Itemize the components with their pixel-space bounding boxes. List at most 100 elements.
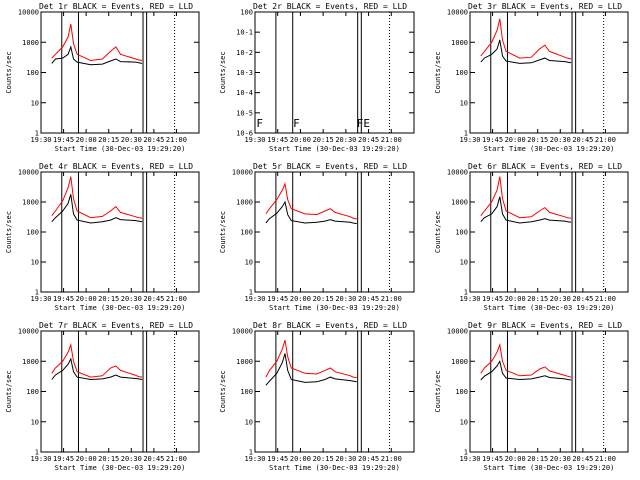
series-lld <box>480 18 572 60</box>
x-tick-label: 21:00 <box>595 136 616 144</box>
y-tick-label: 10000 <box>232 169 253 177</box>
panel-2: Det 2r BLACK = Events, RED = LLD 19:30 19:… <box>219 2 415 153</box>
x-tick-label: 20:45 <box>572 295 593 303</box>
x-tick-label: 20:15 <box>527 295 548 303</box>
x-tick-label: 19:45 <box>267 136 288 144</box>
plot-frame <box>469 330 629 453</box>
x-tick-label: 20:00 <box>505 455 526 463</box>
y-tick-label: 10 <box>245 418 253 426</box>
panel-title: Det 9r BLACK = Events, RED = LLD <box>468 321 622 330</box>
x-axis-label: Start Time (30-Dec-03 19:29:20) <box>484 304 615 312</box>
y-tick-label: 1000 <box>451 199 468 207</box>
y-tick-label: 10 <box>31 99 39 107</box>
x-axis-label: Start Time (30-Dec-03 19:29:20) <box>55 304 186 312</box>
series-events <box>265 200 357 225</box>
y-tick-label: 10000 <box>18 169 39 177</box>
y-tick-label: 10-3 <box>236 69 253 77</box>
y-tick-label: 100 <box>240 9 253 17</box>
series-events <box>480 359 572 381</box>
panel-title: Det 7r BLACK = Events, RED = LLD <box>39 321 193 330</box>
panel-9: Det 9r BLACK = Events, RED = LLD 19:30 19:… <box>434 321 629 472</box>
series-events <box>480 39 572 64</box>
y-tick-label: 10-1 <box>236 29 253 37</box>
x-tick-label: 20:45 <box>143 455 164 463</box>
y-axis-label: Counts/sec <box>5 211 13 253</box>
y-tick-label: 10 <box>31 259 39 267</box>
x-tick-label: 19:45 <box>267 295 288 303</box>
series-lld <box>51 342 143 378</box>
y-tick-label: 10000 <box>447 9 468 17</box>
x-tick-label: 21:00 <box>595 295 616 303</box>
y-tick-label: 100 <box>26 388 39 396</box>
x-tick-label: 19:30 <box>30 295 51 303</box>
plot-frame <box>254 11 415 134</box>
y-tick-label: 100 <box>26 229 39 237</box>
panel-8: Det 8r BLACK = Events, RED = LLD 19:30 19:… <box>219 321 415 472</box>
x-tick-label: 19:45 <box>482 295 503 303</box>
y-axis-label: Counts/sec <box>219 370 227 412</box>
panel-4: Det 4r BLACK = Events, RED = LLD 19:30 19:… <box>5 162 200 312</box>
panel-6: Det 6r BLACK = Events, RED = LLD 19:30 19:… <box>434 162 629 312</box>
flag-marker: FE <box>357 117 370 130</box>
x-tick-label: 19:45 <box>482 136 503 144</box>
x-axis-label: Start Time (30-Dec-03 19:29:20) <box>55 464 186 472</box>
x-tick-label: 21:00 <box>595 455 616 463</box>
y-tick-label: 1000 <box>22 358 39 366</box>
panel-title: Det 8r BLACK = Events, RED = LLD <box>253 321 407 330</box>
y-axis-label: Counts/sec <box>219 51 227 93</box>
x-tick-label: 19:45 <box>53 295 74 303</box>
panel-title: Det 3r BLACK = Events, RED = LLD <box>468 2 622 11</box>
series-events <box>265 353 357 386</box>
x-tick-label: 20:45 <box>358 455 379 463</box>
x-tick-label: 20:45 <box>572 136 593 144</box>
plot-frame <box>40 171 200 293</box>
y-tick-label: 100 <box>240 388 253 396</box>
y-tick-label: 1000 <box>236 199 253 207</box>
x-tick-label: 21:00 <box>381 136 402 144</box>
y-tick-label: 10 <box>31 418 39 426</box>
y-tick-label: 10000 <box>18 9 39 17</box>
y-tick-label: 10000 <box>18 328 39 336</box>
y-axis-label: Counts/sec <box>434 51 442 93</box>
x-tick-label: 20:30 <box>121 455 142 463</box>
y-tick-label: 1 <box>35 289 39 297</box>
y-tick-label: 10000 <box>447 169 468 177</box>
x-tick-label: 20:15 <box>98 136 119 144</box>
plot-frame <box>469 171 629 293</box>
x-tick-label: 19:30 <box>459 136 480 144</box>
panel-7: Det 7r BLACK = Events, RED = LLD 19:30 19:… <box>5 321 200 472</box>
x-tick-label: 20:15 <box>98 455 119 463</box>
x-tick-label: 20:30 <box>550 295 571 303</box>
x-tick-label: 21:00 <box>166 455 187 463</box>
plot-frame <box>469 11 629 134</box>
y-tick-label: 10 <box>460 259 468 267</box>
x-axis-label: Start Time (30-Dec-03 19:29:20) <box>269 464 400 472</box>
y-tick-label: 1 <box>35 130 39 138</box>
y-tick-label: 10 <box>460 99 468 107</box>
y-tick-label: 10 <box>460 418 468 426</box>
series-events <box>51 45 143 66</box>
plot-frame <box>254 171 415 293</box>
panel-title: Det 2r BLACK = Events, RED = LLD <box>253 2 407 11</box>
x-tick-label: 20:30 <box>335 136 356 144</box>
x-tick-label: 20:30 <box>550 455 571 463</box>
y-tick-label: 1 <box>249 449 253 457</box>
y-tick-label: 1 <box>464 289 468 297</box>
x-tick-label: 19:30 <box>459 295 480 303</box>
x-tick-label: 19:45 <box>482 455 503 463</box>
x-tick-label: 20:00 <box>290 295 311 303</box>
x-tick-label: 20:30 <box>121 136 142 144</box>
x-tick-label: 20:45 <box>358 295 379 303</box>
y-tick-label: 10000 <box>232 328 253 336</box>
x-tick-label: 20:15 <box>313 295 334 303</box>
series-lld <box>480 342 572 378</box>
x-tick-label: 19:30 <box>30 136 51 144</box>
x-tick-label: 21:00 <box>381 295 402 303</box>
y-tick-label: 100 <box>26 69 39 77</box>
flag-marker: F <box>256 117 263 130</box>
x-tick-label: 20:00 <box>505 136 526 144</box>
x-tick-label: 20:00 <box>505 295 526 303</box>
x-axis-label: Start Time (30-Dec-03 19:29:20) <box>55 145 186 153</box>
x-tick-label: 20:15 <box>313 136 334 144</box>
y-tick-label: 10-4 <box>236 89 253 97</box>
